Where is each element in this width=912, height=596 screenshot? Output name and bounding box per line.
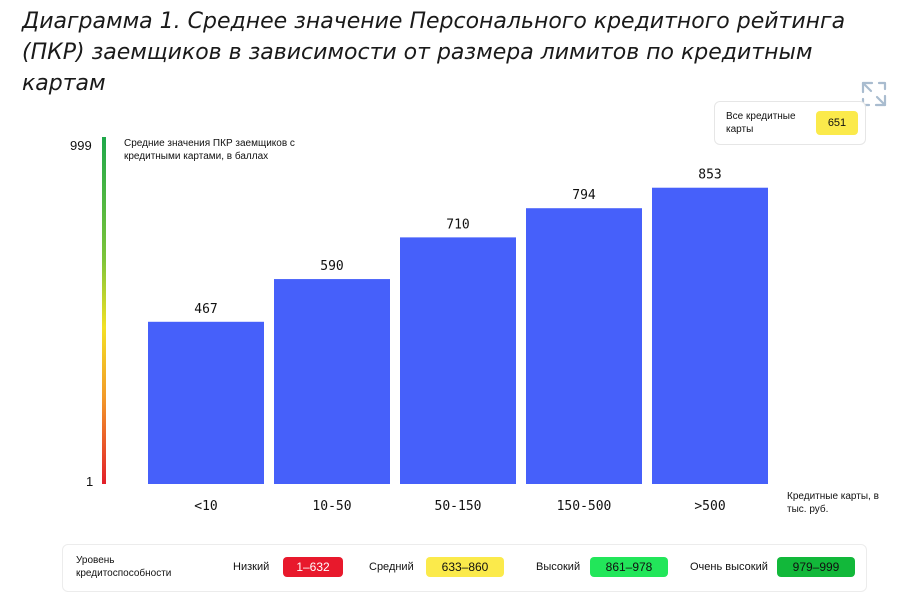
legend-label-high: Высокий: [536, 561, 581, 573]
bar-value-label: 590: [320, 259, 343, 274]
expand-icon[interactable]: [860, 80, 888, 108]
legend-label-low: Низкий: [233, 561, 270, 573]
scale-top-label: 999: [70, 138, 92, 153]
bar-3: [400, 237, 516, 484]
legend-label-very-high: Очень высокий: [690, 561, 768, 573]
chart-title: Диаграмма 1. Среднее значение Персональн…: [22, 9, 846, 96]
bar-value-label: 853: [698, 168, 721, 183]
y-axis-label: Средние значения ПКР заемщиков с кредитн…: [124, 138, 295, 162]
creditworthiness-legend: Уровень кредитоспособности Низкий 1–632 …: [62, 544, 867, 592]
legend-heading: Уровень кредитоспособности: [76, 555, 172, 579]
bar-1: [148, 321, 264, 484]
rating-scale-gradient-bar: [102, 137, 106, 484]
scale-bottom-label: 1: [86, 474, 94, 489]
bar-5: [652, 187, 768, 484]
legend-range-high: 861–978: [590, 557, 668, 577]
x-tick-label: >500: [694, 499, 725, 514]
x-axis-label: Кредитные карты, в тыс. руб.: [787, 491, 879, 515]
all-cards-average-box: Все кредитные карты 651: [714, 101, 866, 145]
x-tick-label: <10: [194, 499, 217, 514]
x-tick-label: 50-150: [435, 499, 482, 514]
legend-range-medium: 633–860: [426, 557, 504, 577]
bar-4: [526, 208, 642, 484]
legend-range-very-high: 979–999: [777, 557, 855, 577]
all-cards-label: Все кредитные карты: [726, 111, 796, 135]
bar-value-label: 710: [446, 217, 469, 232]
x-tick-label: 150-500: [557, 499, 612, 514]
all-cards-value-badge: 651: [816, 111, 858, 135]
legend-range-low: 1–632: [283, 557, 343, 577]
bar-2: [274, 279, 390, 484]
x-tick-label: 10-50: [312, 499, 351, 514]
legend-label-medium: Средний: [369, 561, 414, 573]
bar-value-label: 467: [194, 302, 217, 317]
bar-value-label: 794: [572, 188, 596, 203]
